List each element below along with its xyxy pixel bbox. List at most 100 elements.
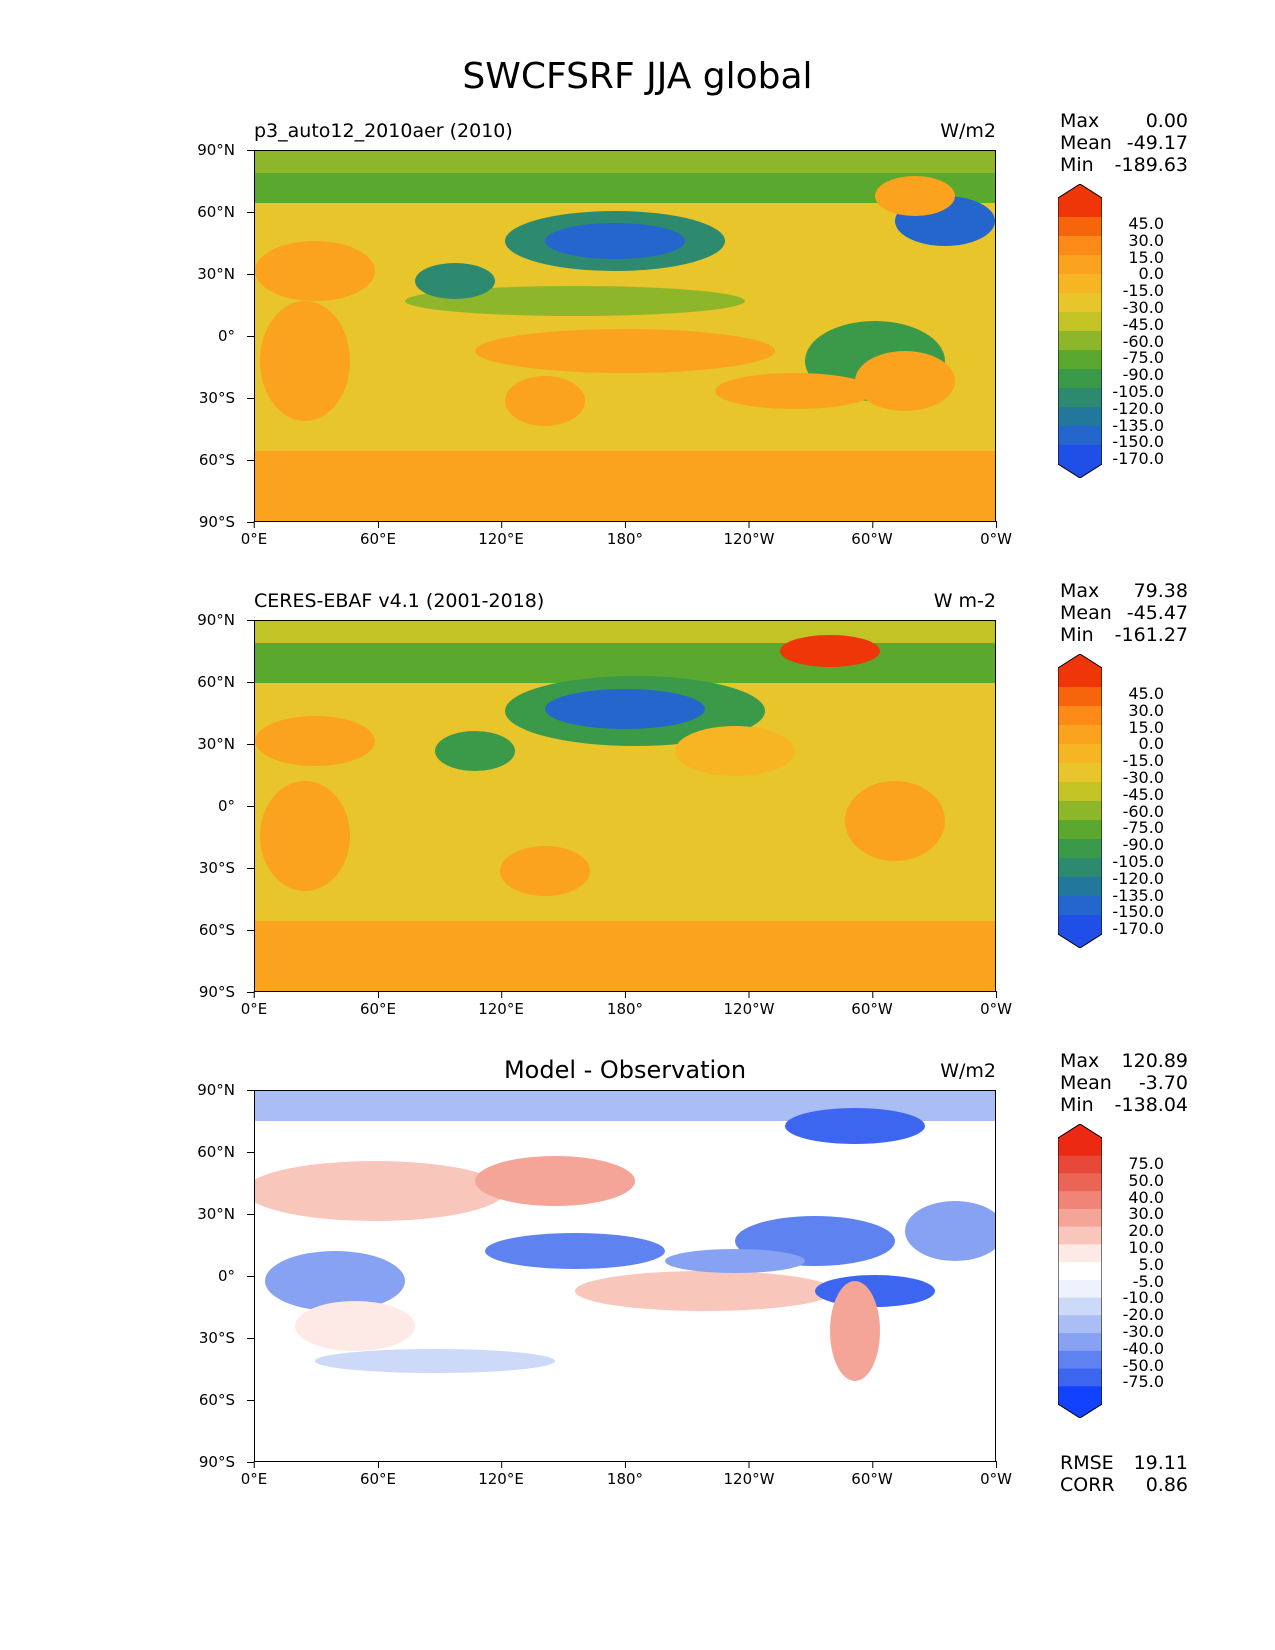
colorbar-segment: [1058, 1173, 1102, 1192]
colorbar-segment: [1058, 312, 1102, 332]
y-tick: 90°N: [197, 1081, 254, 1099]
colorbar-labels: 45.0 30.0 15.0 0.0 -15.0 -30.0 -45.0 -60.0 -75.0…: [1102, 214, 1164, 469]
colorbar-segment: [1058, 1333, 1102, 1352]
colorbar-tick-label: 15.0: [1128, 247, 1164, 267]
colorbar-tick-label: -150.0: [1112, 432, 1164, 452]
stat-value: -161.27: [1114, 624, 1188, 646]
panel-units: W/m2: [940, 120, 996, 142]
colorbar-segment: [1058, 255, 1102, 275]
colorbar-tick-label: -170.0: [1112, 449, 1164, 469]
colorbar-tick-label: 5.0: [1138, 1254, 1164, 1274]
colorbar-segment: [1058, 1262, 1102, 1281]
colorbar-segment: [1058, 1350, 1102, 1370]
y-tick: 60°N: [197, 203, 254, 221]
colorbar-segment: [1058, 820, 1102, 840]
colorbar-segment: [1058, 725, 1102, 745]
stats-block: Max 120.89 Mean -3.70 Min -138.04: [1060, 1050, 1188, 1116]
colorbar-segment: [1058, 1368, 1102, 1387]
colorbar-tick-label: -5.0: [1132, 1271, 1164, 1291]
x-tick: 60°E: [359, 521, 397, 548]
colorbar-tick-label: -20.0: [1122, 1305, 1164, 1325]
colorbar-tick-label: 20.0: [1128, 1221, 1164, 1241]
colorbar-tick-label: 0.0: [1138, 264, 1164, 284]
colorbar-tick-label: -90.0: [1122, 365, 1164, 385]
panel-obs: CERES-EBAF v4.1 (2001-2018) W m-2 90°N 6…: [0, 580, 1275, 1050]
colorbar-tick-label: 30.0: [1128, 700, 1164, 720]
colorbar-tick-label: -30.0: [1122, 767, 1164, 787]
stat-label: Max: [1060, 110, 1100, 132]
y-tick: 90°N: [197, 141, 254, 159]
colorbar-segment: [1058, 1191, 1102, 1210]
x-tick: 180°: [606, 1461, 644, 1488]
x-tick: 60°W: [851, 991, 893, 1018]
colorbar-segment: [1058, 801, 1102, 821]
x-tick: 120°E: [478, 521, 524, 548]
colorbar-extend-min: [1058, 934, 1102, 948]
colorbar-tick-label: -75.0: [1122, 348, 1164, 368]
y-tick: 0°: [217, 1267, 255, 1285]
colorbar-segment: [1058, 896, 1102, 916]
panel-center-title: Model - Observation: [503, 1056, 747, 1084]
stat-label: Max: [1060, 580, 1100, 602]
stat-label: Min: [1060, 154, 1094, 176]
colorbar: [1058, 1124, 1102, 1418]
colorbar-segment: [1058, 388, 1102, 408]
colorbar-extend-min: [1058, 1404, 1102, 1418]
stat-value: 0.00: [1145, 110, 1188, 132]
colorbar-labels: 75.0 50.0 40.0 30.0 20.0 10.0 5.0 -5.0 -10.0 -20.…: [1102, 1155, 1164, 1391]
colorbar-tick-label: 10.0: [1128, 1237, 1164, 1257]
colorbar-tick-label: -90.0: [1122, 835, 1164, 855]
stat-value: 79.38: [1133, 580, 1188, 602]
colorbar-tick-label: -30.0: [1122, 1321, 1164, 1341]
colorbar-segment: [1058, 763, 1102, 783]
y-tick: 60°N: [197, 1143, 254, 1161]
colorbar-tick-label: 15.0: [1128, 717, 1164, 737]
y-tick: 0°: [217, 797, 255, 815]
stat-label: Max: [1060, 1050, 1100, 1072]
stats-block: Max 0.00 Mean -49.17 Min -189.63: [1060, 110, 1188, 176]
colorbar-extend-min: [1058, 464, 1102, 478]
x-tick: 180°: [606, 521, 644, 548]
colorbar-tick-label: -45.0: [1122, 784, 1164, 804]
y-tick: 60°S: [198, 451, 255, 469]
colorbar-segment: [1058, 331, 1102, 351]
colorbar-tick-label: 45.0: [1128, 214, 1164, 233]
stat-label: Mean: [1060, 1072, 1112, 1094]
colorbar-segment: [1058, 1138, 1102, 1157]
colorbar-segment: [1058, 1244, 1102, 1263]
colorbar-tick-label: 30.0: [1128, 1204, 1164, 1224]
colorbar-segment: [1058, 1155, 1102, 1174]
y-tick: 60°N: [197, 673, 254, 691]
stat-label: Mean: [1060, 602, 1112, 624]
colorbar-segment: [1058, 274, 1102, 294]
stat-label: Mean: [1060, 132, 1112, 154]
y-tick: 60°S: [198, 921, 255, 939]
x-tick: 0°W: [980, 521, 1012, 548]
colorbar-segment: [1058, 782, 1102, 802]
panel-model: p3_auto12_2010aer (2010) W/m2 90°N 60°N …: [0, 110, 1275, 580]
y-tick: 90°N: [197, 611, 254, 629]
y-tick: 90°S: [198, 1453, 255, 1471]
x-tick: 60°W: [851, 1461, 893, 1488]
colorbar-segment: [1058, 426, 1102, 446]
colorbar-segment: [1058, 839, 1102, 859]
colorbar-tick-label: 45.0: [1128, 684, 1164, 703]
panel-left-title: CERES-EBAF v4.1 (2001-2018): [254, 590, 545, 612]
colorbar-tick-label: -135.0: [1112, 415, 1164, 435]
y-tick: 60°S: [198, 1391, 255, 1409]
x-tick: 0°E: [240, 521, 268, 548]
stat-value: -3.70: [1138, 1072, 1188, 1094]
stat-value: -49.17: [1126, 132, 1188, 154]
colorbar-segment: [1058, 877, 1102, 897]
colorbar-segment: [1058, 293, 1102, 313]
colorbar-segment: [1058, 350, 1102, 370]
x-tick: 120°E: [478, 1461, 524, 1488]
y-tick: 90°S: [198, 513, 255, 531]
colorbar-segment: [1058, 744, 1102, 764]
x-tick: 120°W: [723, 991, 775, 1018]
rmse-label: RMSE: [1060, 1452, 1114, 1474]
y-tick: 30°N: [197, 265, 254, 283]
colorbar-segment: [1058, 1386, 1102, 1405]
colorbar-segment: [1058, 1315, 1102, 1334]
x-tick: 120°W: [723, 1461, 775, 1488]
